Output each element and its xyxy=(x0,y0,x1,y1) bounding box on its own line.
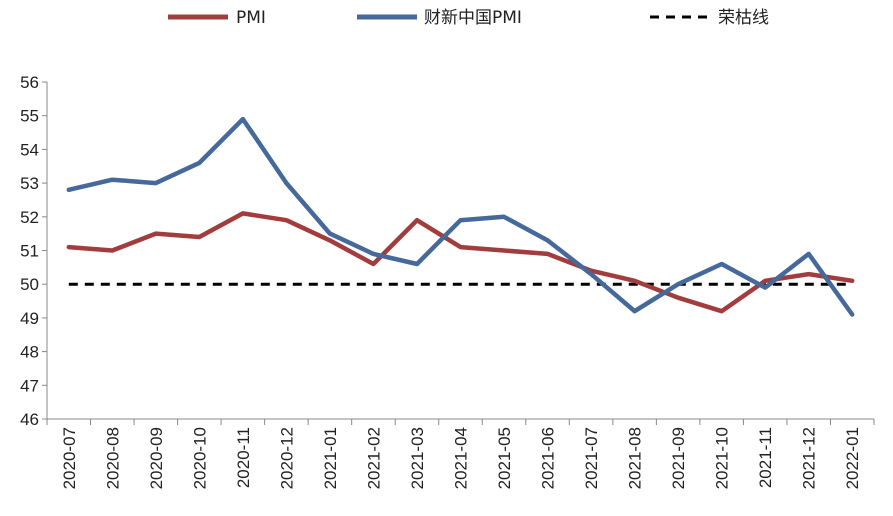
legend-label-2: 荣枯线 xyxy=(718,8,769,28)
axes: 46 47 48 49 50 51 52 53 54 55 56 2020-07 2020-08 2020… xyxy=(20,73,875,489)
x-tick-label: 2021-02 xyxy=(364,427,383,489)
legend: PMI 财新中国PMI 荣枯线 xyxy=(168,8,769,28)
x-tick-label: 2021-09 xyxy=(669,427,688,489)
x-tick-label: 2020-12 xyxy=(277,427,296,489)
x-tick-label: 2022-01 xyxy=(843,427,862,489)
y-tick-label: 47 xyxy=(20,376,39,395)
x-tick-label: 2021-12 xyxy=(800,427,819,489)
series-line-1 xyxy=(66,116,855,317)
x-tick-label: 2021-05 xyxy=(495,427,514,489)
y-tick-label: 55 xyxy=(20,107,39,126)
x-tick-label: 2020-08 xyxy=(103,427,122,489)
x-tick-label: 2020-07 xyxy=(60,427,79,489)
y-tick-label: 56 xyxy=(20,73,39,92)
x-tick-label: 2021-07 xyxy=(582,427,601,489)
x-tick-label: 2021-08 xyxy=(626,427,645,489)
x-tick-label: 2020-10 xyxy=(190,427,209,489)
legend-label-0: PMI xyxy=(236,8,266,28)
x-tick-label: 2020-11 xyxy=(234,427,253,488)
x-tick-label: 2021-01 xyxy=(321,427,340,489)
y-tick-label: 54 xyxy=(20,140,39,159)
y-tick-label: 46 xyxy=(20,410,39,429)
y-tick-label: 48 xyxy=(20,343,39,362)
series-layer xyxy=(66,116,855,317)
x-tick-label: 2021-03 xyxy=(408,427,427,489)
legend-label-1: 财新中国PMI xyxy=(424,8,522,28)
y-tick-label: 50 xyxy=(20,275,39,294)
x-tick-label: 2021-06 xyxy=(539,427,558,489)
y-tick-label: 51 xyxy=(20,242,39,261)
y-tick-label: 49 xyxy=(20,309,39,328)
x-tick-label: 2021-04 xyxy=(452,427,471,489)
x-tick-label: 2020-09 xyxy=(147,427,166,489)
x-tick-label: 2021-11 xyxy=(756,427,775,488)
y-tick-label: 52 xyxy=(20,208,39,227)
series-line-0 xyxy=(66,211,855,314)
y-tick-label: 53 xyxy=(20,174,39,193)
x-tick-label: 2021-10 xyxy=(713,427,732,489)
